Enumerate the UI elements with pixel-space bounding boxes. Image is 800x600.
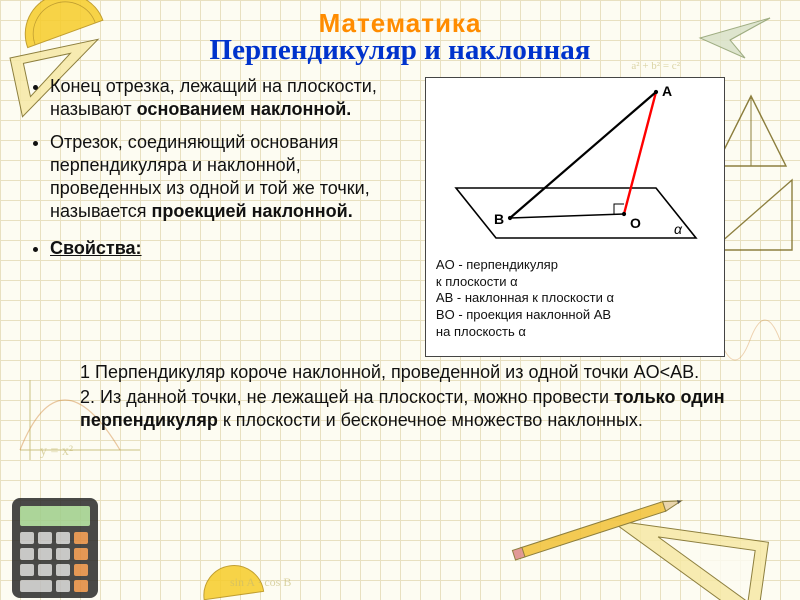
bullet-2-bold: проекцией наклонной. bbox=[152, 201, 353, 221]
property-2a: 2. Из данной точки, не лежащей на плоско… bbox=[80, 387, 614, 407]
svg-text:B: B bbox=[494, 211, 504, 227]
bullet-2: Отрезок, соединяющий основания перпендик… bbox=[50, 131, 403, 223]
legend-line-1: AO - перпендикуляр bbox=[436, 257, 716, 274]
slide-content: Математика Перпендикуляр и наклонная Кон… bbox=[0, 0, 800, 600]
property-1: 1 Перпендикуляр короче наклонной, провед… bbox=[80, 361, 752, 384]
legend-line-4: BO - проекция наклонной AB bbox=[436, 307, 716, 324]
property-2b: к плоскости и бесконечное множество накл… bbox=[218, 410, 643, 430]
svg-text:A: A bbox=[662, 83, 672, 99]
page-subtitle: Перпендикуляр и наклонная bbox=[28, 34, 772, 67]
diagram-legend: AO - перпендикуляр к плоскости α AB - на… bbox=[426, 253, 724, 346]
properties-text: 1 Перпендикуляр короче наклонной, провед… bbox=[28, 357, 772, 432]
bullet-props: Свойства: bbox=[50, 237, 403, 260]
left-column: Конец отрезка, лежащий на плоскости, наз… bbox=[28, 75, 403, 357]
property-2: 2. Из данной точки, не лежащей на плоско… bbox=[80, 386, 752, 432]
perpendicular-diagram: A B Oα bbox=[426, 78, 724, 253]
legend-line-3: AB - наклонная к плоскости α bbox=[436, 290, 716, 307]
bullet-1: Конец отрезка, лежащий на плоскости, наз… bbox=[50, 75, 403, 121]
diagram-box: A B Oα AO - перпендикуляр к плоскости α AB… bbox=[425, 77, 725, 357]
svg-text:α: α bbox=[674, 221, 683, 237]
bullet-1-bold: основанием наклонной. bbox=[137, 99, 352, 119]
legend-line-5: на плоскость α bbox=[436, 324, 716, 341]
legend-line-2: к плоскости α bbox=[436, 274, 716, 291]
right-column: A B Oα AO - перпендикуляр к плоскости α AB… bbox=[415, 75, 772, 357]
svg-text:O: O bbox=[630, 215, 641, 231]
